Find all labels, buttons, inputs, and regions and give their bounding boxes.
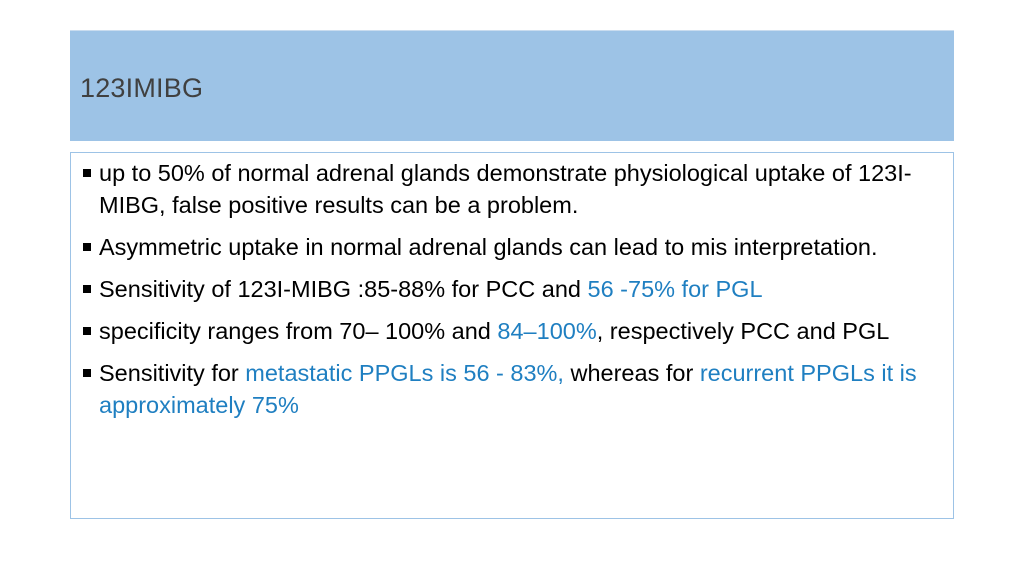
highlight-text: 84–100% (497, 318, 597, 344)
bullet-text: whereas for (563, 360, 700, 386)
bullet-text: up to 50% of normal adrenal glands demon… (99, 160, 912, 218)
square-bullet-icon (83, 285, 91, 293)
highlight-text: 56 -75% for PGL (587, 276, 763, 302)
bullet-text: Asymmetric uptake in normal adrenal glan… (99, 234, 878, 260)
bullet-text: Sensitivity for (99, 360, 246, 386)
bullet-item-asymmetric-uptake: Asymmetric uptake in normal adrenal glan… (83, 231, 945, 263)
title-bar: 123IMIBG (70, 30, 954, 141)
bullet-item-physiological-uptake: up to 50% of normal adrenal glands demon… (83, 157, 945, 221)
bullet-list: up to 50% of normal adrenal glands demon… (83, 157, 945, 431)
bullet-item-sensitivity: Sensitivity of 123I-MIBG :85-88% for PCC… (83, 273, 945, 305)
content-box: up to 50% of normal adrenal glands demon… (70, 152, 954, 519)
square-bullet-icon (83, 327, 91, 335)
bullet-item-specificity: specificity ranges from 70– 100% and 84–… (83, 315, 945, 347)
square-bullet-icon (83, 369, 91, 377)
bullet-item-metastatic-sensitivity: Sensitivity for metastatic PPGLs is 56 -… (83, 357, 945, 421)
bullet-text: , respectively PCC and PGL (596, 318, 890, 344)
square-bullet-icon (83, 169, 91, 177)
highlight-text: metastatic PPGLs is 56 - 83%, (245, 360, 564, 386)
highlight-text: recurrent PPGLs it is approximately 75% (99, 360, 917, 418)
bullet-text: Sensitivity of 123I-MIBG :85-88% for PCC… (99, 276, 588, 302)
bullet-text: specificity ranges from 70– 100% and (99, 318, 498, 344)
slide-title: 123IMIBG (80, 73, 204, 103)
square-bullet-icon (83, 243, 91, 251)
